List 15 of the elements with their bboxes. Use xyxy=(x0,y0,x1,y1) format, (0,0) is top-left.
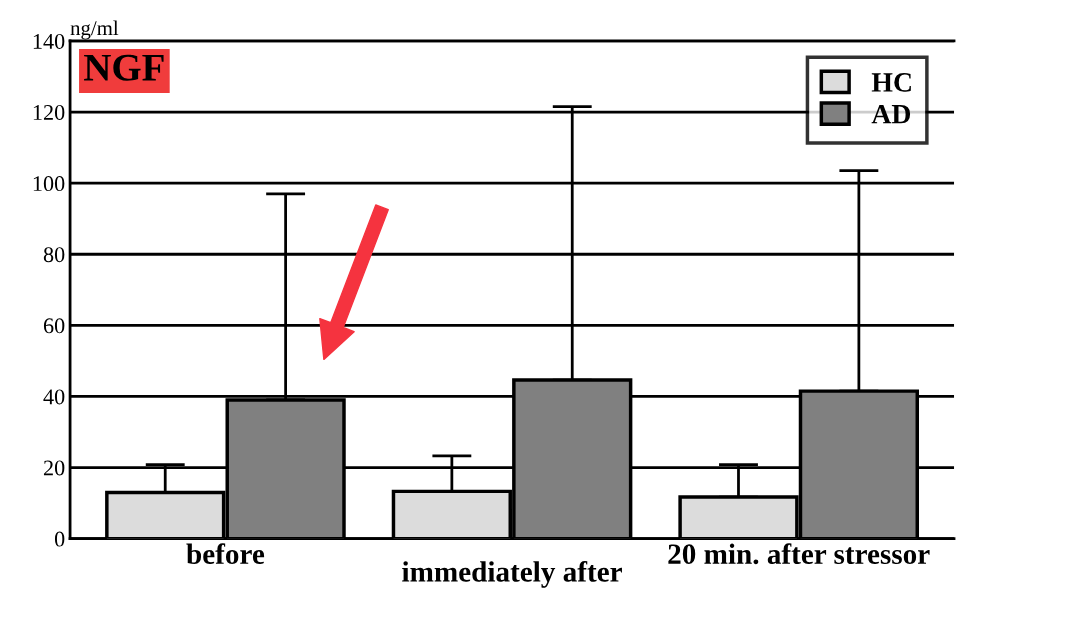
y-axis-title: ng/ml xyxy=(70,20,119,40)
legend-label: HC xyxy=(871,73,911,92)
legend-label: AD xyxy=(871,104,911,124)
y-tick-label: 20 xyxy=(43,460,65,476)
x-tick-label: 20 min. after stressor xyxy=(668,543,930,565)
x-tick-label: before xyxy=(186,543,265,565)
y-tick-label: 40 xyxy=(43,389,65,405)
x-tick-label: immediately after xyxy=(402,560,622,588)
y-tick-label: 120 xyxy=(33,104,65,120)
chart-title: NGF xyxy=(84,54,164,81)
y-tick-label: 80 xyxy=(43,247,65,263)
y-tick-label: 0 xyxy=(54,531,65,547)
y-tick-label: 140 xyxy=(33,33,65,49)
y-tick-label: 60 xyxy=(43,318,65,334)
y-tick-label: 100 xyxy=(33,176,65,192)
